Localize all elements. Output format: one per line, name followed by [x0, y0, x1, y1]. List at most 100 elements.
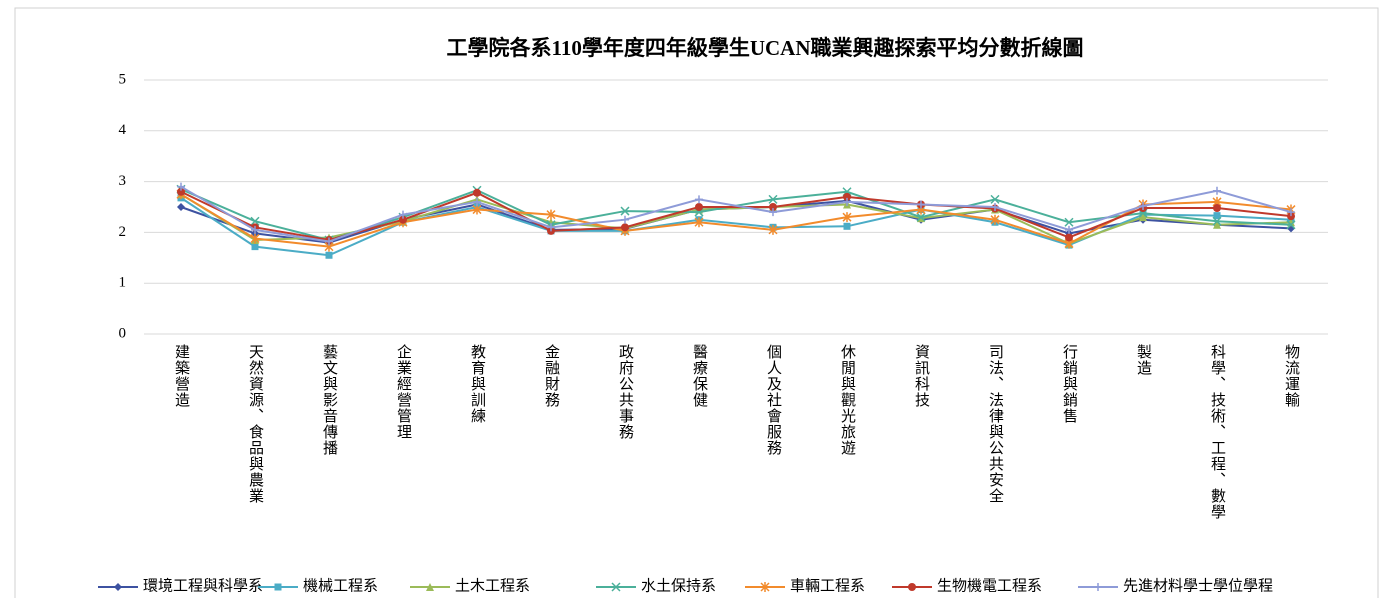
marker [177, 182, 185, 191]
marker [991, 203, 999, 211]
marker-shape [760, 582, 770, 592]
marker [399, 210, 407, 219]
marker-shape [399, 210, 407, 219]
marker-shape [1139, 213, 1147, 222]
x-tick-label: 行銷與銷售 [1061, 344, 1077, 424]
marker-shape [842, 212, 852, 223]
marker-shape [1064, 217, 1074, 227]
marker-shape [177, 182, 185, 191]
marker-shape [908, 583, 916, 591]
marker-shape [1065, 233, 1073, 242]
marker-shape [250, 233, 260, 244]
marker [1213, 220, 1221, 229]
legend-label: 生物機電工程系 [937, 577, 1042, 594]
marker-shape [768, 224, 778, 235]
marker [1064, 217, 1074, 227]
x-tick-label: 建築營造 [173, 344, 189, 408]
marker-shape [547, 223, 555, 232]
marker-shape [843, 192, 851, 201]
marker-shape [620, 206, 630, 216]
marker [620, 206, 630, 216]
marker [1139, 213, 1147, 222]
marker [251, 243, 259, 251]
legend-marker [274, 583, 282, 591]
marker [1287, 208, 1295, 217]
marker-shape [916, 212, 926, 222]
y-tick-label: 4 [119, 122, 127, 138]
marker-shape [1213, 220, 1221, 229]
marker-shape [1139, 201, 1147, 210]
x-tick-label: 企業經營管理 [395, 344, 411, 440]
x-tick-label: 金融財務 [543, 344, 559, 408]
marker [1286, 220, 1296, 230]
marker [621, 215, 629, 224]
marker-shape [769, 208, 777, 217]
marker-shape [990, 214, 1000, 225]
marker-shape [472, 204, 482, 215]
marker [472, 204, 482, 215]
marker-shape [769, 203, 777, 211]
marker [990, 194, 1000, 204]
marker-shape [251, 225, 259, 234]
marker [768, 224, 778, 235]
chart-title: 工學院各系110學年度四年級學生UCAN職業興趣探索平均分數折線圖 [446, 36, 1083, 60]
marker-shape [1213, 212, 1221, 220]
marker-shape [546, 209, 556, 220]
marker [1213, 212, 1221, 220]
marker [325, 237, 333, 246]
marker [177, 203, 185, 211]
marker-shape [843, 222, 851, 230]
x-tick-label: 司法、法律與公共安全 [987, 344, 1003, 504]
x-tick-label: 休閒與觀光旅遊 [839, 344, 855, 456]
marker [547, 223, 555, 232]
marker [251, 225, 259, 234]
y-tick-label: 3 [119, 173, 127, 189]
marker [916, 212, 926, 222]
marker-shape [1212, 216, 1222, 226]
marker-shape [1094, 583, 1102, 591]
marker [769, 203, 777, 211]
marker-shape [1287, 208, 1295, 217]
marker-shape [274, 583, 282, 591]
marker-shape [1286, 220, 1296, 230]
x-tick-label: 醫療保健 [691, 344, 707, 408]
marker-shape [1213, 204, 1221, 213]
series-line [180, 193, 1292, 248]
marker [399, 215, 407, 224]
legend-marker [611, 582, 621, 592]
marker [473, 197, 481, 206]
marker [695, 195, 703, 204]
marker [1065, 225, 1073, 234]
marker [1065, 233, 1073, 242]
y-tick-label: 5 [119, 71, 127, 87]
x-tick-label: 個人及社會服務 [765, 344, 781, 456]
x-tick-label: 教育與訓練 [469, 344, 485, 424]
series-line [180, 190, 1292, 242]
marker [842, 212, 852, 223]
marker [843, 192, 851, 201]
legend-marker [1094, 583, 1102, 591]
marker-shape [177, 203, 185, 211]
marker-shape [621, 223, 629, 232]
marker [250, 216, 260, 226]
marker-shape [426, 583, 434, 591]
marker [1213, 204, 1221, 213]
marker-shape [399, 215, 407, 224]
marker-shape [325, 237, 333, 246]
marker [843, 197, 851, 206]
marker-shape [991, 203, 999, 211]
marker-shape [843, 197, 851, 206]
marker-shape [695, 195, 703, 204]
marker-shape [694, 217, 704, 228]
x-tick-label: 物流運輸 [1283, 344, 1299, 408]
marker [1212, 216, 1222, 226]
chart-frame [14, 7, 1379, 598]
marker-shape [1213, 186, 1221, 195]
marker-shape [768, 194, 778, 204]
marker-shape [1287, 212, 1295, 221]
marker-shape [1065, 225, 1073, 234]
legend-label: 機械工程系 [303, 577, 378, 594]
marker-shape [251, 243, 259, 251]
